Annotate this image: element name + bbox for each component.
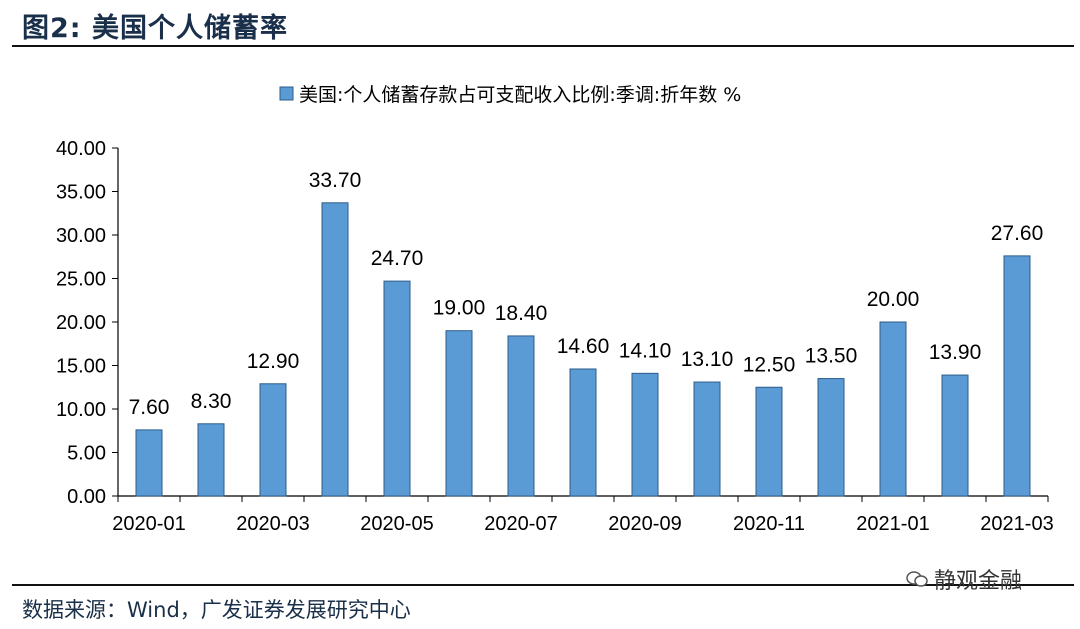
data-label: 18.40: [495, 302, 548, 325]
data-label: 20.00: [867, 288, 920, 311]
y-tick-label: 30.00: [56, 225, 106, 247]
bar: [941, 374, 969, 497]
y-tick-label: 35.00: [56, 182, 106, 204]
bar-chart: 美国:个人储蓄存款占可支配收入比例:季调:折年数 % 0.00 5.00 10.00…: [56, 84, 1054, 535]
y-tick-label: 25.00: [56, 269, 106, 291]
bottom-divider: [12, 584, 1074, 586]
y-tick-label: 15.00: [56, 356, 106, 378]
data-label: 14.60: [557, 335, 610, 358]
bar: [1003, 255, 1031, 497]
data-label: 27.60: [991, 222, 1044, 245]
bar: [879, 321, 907, 497]
y-tick-label: 5.00: [67, 443, 106, 465]
bar: [755, 386, 783, 497]
data-label: 12.50: [743, 353, 796, 376]
data-label: 13.10: [681, 348, 734, 371]
x-tick-label: 2020-07: [484, 513, 557, 535]
y-tick-label: 0.00: [67, 486, 106, 508]
top-divider: [12, 45, 1074, 47]
bar: [693, 381, 721, 497]
x-tick-label: 2020-11: [733, 513, 805, 535]
x-tick-label: 2021-01: [856, 513, 929, 535]
x-tick-label: 2020-09: [608, 513, 681, 535]
bar: [259, 383, 287, 497]
x-tick-label: 2021-03: [980, 513, 1053, 535]
legend-label: 美国:个人储蓄存款占可支配收入比例:季调:折年数 %: [299, 84, 741, 106]
chart-legend: 美国:个人储蓄存款占可支配收入比例:季调:折年数 %: [279, 84, 741, 106]
y-tick-label: 10.00: [56, 399, 106, 421]
data-label: 13.90: [929, 341, 982, 364]
chart-bars: [135, 202, 1031, 497]
bar: [445, 330, 473, 497]
bar: [817, 378, 845, 497]
y-tick-label: 40.00: [56, 138, 106, 160]
data-label: 13.50: [805, 345, 858, 368]
wechat-icon: [906, 571, 928, 587]
source-note: 数据来源：Wind，广发证券发展研究中心: [22, 598, 411, 622]
x-tick-label: 2020-01: [112, 513, 185, 535]
bar: [631, 372, 659, 497]
x-tick-label: 2020-05: [360, 513, 433, 535]
x-tick-label: 2020-03: [236, 513, 309, 535]
bar: [569, 368, 597, 497]
data-label: 33.70: [309, 169, 362, 192]
figure-title: 图2: 美国个人储蓄率: [22, 13, 288, 44]
y-tick-label: 20.00: [56, 312, 106, 334]
data-label: 7.60: [129, 396, 170, 419]
bar: [383, 280, 411, 497]
data-label: 19.00: [433, 297, 486, 320]
watermark-text: 静观金融: [934, 569, 1023, 594]
data-label: 8.30: [191, 390, 232, 413]
chart-data-labels: 7.60 8.30 12.90 33.70 24.70 19.00 18.40 14.60 14…: [129, 169, 1044, 419]
bar: [197, 423, 225, 497]
bar: [135, 429, 163, 497]
watermark: 静观金融: [906, 563, 1022, 595]
bar: [321, 202, 349, 497]
data-label: 14.10: [619, 339, 672, 362]
bar: [507, 335, 535, 497]
data-label: 24.70: [371, 247, 424, 270]
legend-swatch: [279, 86, 294, 101]
data-label: 12.90: [247, 350, 300, 373]
